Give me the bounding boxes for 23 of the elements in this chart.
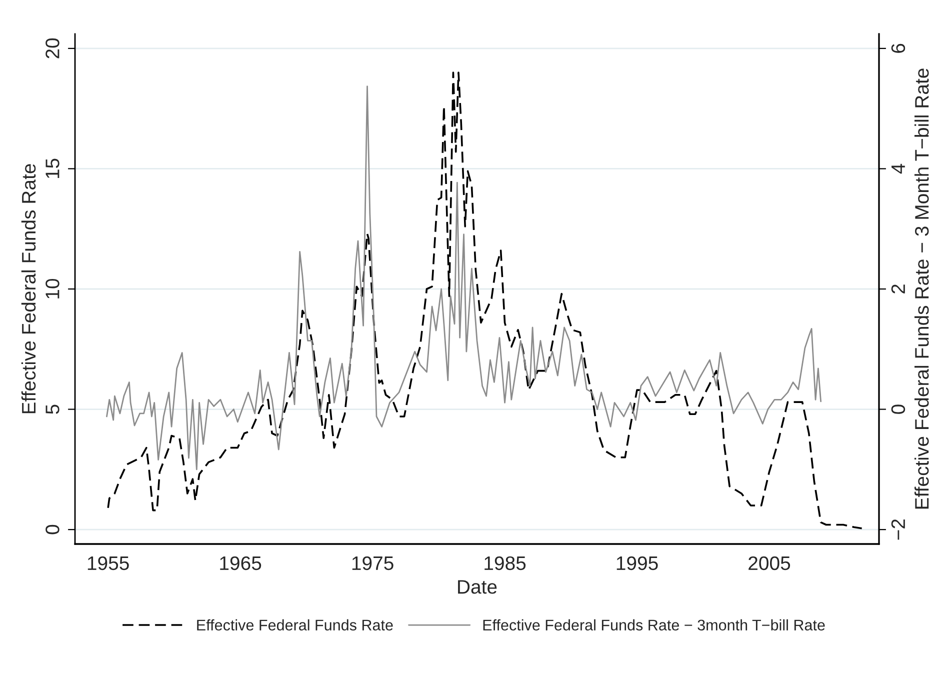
y-tick-label: 0 xyxy=(46,524,60,534)
legend-label: Effective Federal Funds Rate − 3month T−bill Rate xyxy=(483,619,825,631)
x-tick-label: 1995 xyxy=(616,556,658,570)
legend-label: Effective Federal Funds Rate xyxy=(197,619,393,631)
y2-tick-label: 0 xyxy=(891,404,906,414)
y-tick-label: 5 xyxy=(46,404,60,414)
y2-tick-label: −2 xyxy=(891,519,905,540)
y-tick-label: 10 xyxy=(46,278,60,298)
line-series xyxy=(106,86,822,470)
y2-tick-label: 4 xyxy=(892,164,905,174)
y2-tick-label: 2 xyxy=(891,284,905,294)
x-tick-label: 2005 xyxy=(748,556,790,570)
y-tick-label: 20 xyxy=(46,38,60,58)
x-tick-label: 1985 xyxy=(484,556,526,570)
x-tick-label: 1955 xyxy=(88,556,129,570)
y-tick-label: 15 xyxy=(46,158,60,178)
y2-axis-title: Effective Federal Funds Rate − 3 Month T−bill Rate xyxy=(914,68,929,509)
y2-tick-label: 6 xyxy=(891,44,906,53)
line-series xyxy=(107,72,863,530)
x-tick-label: 1965 xyxy=(220,556,262,570)
x-axis-title: Date xyxy=(458,580,497,594)
y-axis-title: Effective Federal Funds Rate xyxy=(21,164,36,414)
x-tick-label: 1975 xyxy=(352,556,394,570)
